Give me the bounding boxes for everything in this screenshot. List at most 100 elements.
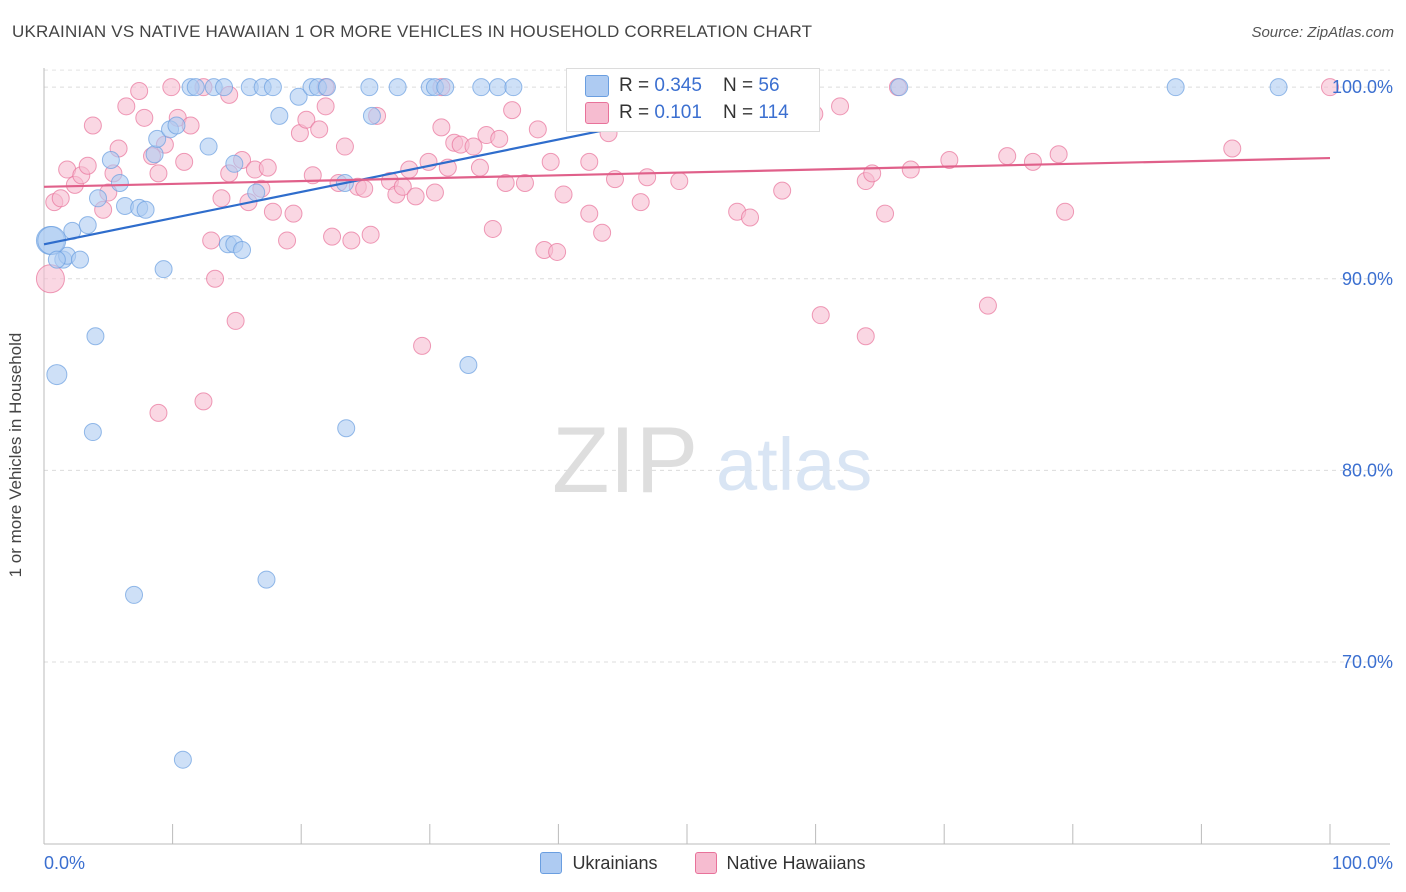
native-hawaiian-point — [876, 204, 895, 223]
native-hawaiian-point — [135, 108, 154, 127]
ukrainian-point — [101, 150, 120, 169]
legend: Ukrainians Native Hawaiians — [0, 852, 1406, 879]
native-hawaiian-point — [297, 110, 316, 129]
native-hawaiian-point — [580, 204, 599, 223]
native-hawaiian-point — [464, 137, 483, 156]
native-hawaiian-point — [130, 81, 149, 100]
axes — [43, 68, 1390, 845]
native-hawaiian-point — [741, 208, 760, 227]
ukrainians-points — [35, 78, 1288, 769]
native-hawaiian-point — [811, 306, 830, 325]
native-hawaiian-point — [35, 264, 65, 294]
native-hawaiian-point — [1223, 139, 1242, 158]
ukrainian-point — [247, 183, 266, 202]
stats-row-ukrainians: R = 0.345 N = 56 — [585, 75, 780, 101]
ukrainian-point — [488, 78, 507, 97]
native-hawaiians-r-value: 0.101 — [654, 102, 702, 124]
ukrainian-point — [337, 419, 356, 438]
native-hawaiian-point — [406, 187, 425, 206]
ukrainian-point — [83, 423, 102, 442]
native-hawaiian-point — [162, 78, 181, 97]
ukrainian-point — [136, 200, 155, 219]
native-hawaiian-point — [940, 150, 959, 169]
native-hawaiian-point — [258, 158, 277, 177]
ukrainian-point — [225, 154, 244, 173]
ukrainian-point — [167, 116, 186, 135]
native-hawaiian-point — [149, 403, 168, 422]
native-hawaiian-point — [335, 137, 354, 156]
ukrainian-point — [436, 78, 455, 97]
ukrainian-point — [145, 145, 164, 164]
native-hawaiian-point — [149, 164, 168, 183]
native-hawaiian-point — [515, 173, 534, 192]
legend-item-ukrainians[interactable]: Ukrainians — [540, 852, 657, 874]
native-hawaiian-point — [413, 336, 432, 355]
ukrainian-point — [154, 260, 173, 279]
y-tick-label: 80.0% — [1342, 460, 1393, 480]
native-hawaiian-point — [323, 227, 342, 246]
native-hawaiian-point — [310, 120, 329, 139]
native-hawaiian-point — [175, 152, 194, 171]
ukrainian-point — [86, 327, 105, 346]
native-hawaiian-point — [580, 152, 599, 171]
native-hawaiian-point — [773, 181, 792, 200]
native-hawaiian-point — [432, 118, 451, 137]
ukrainian-point — [504, 78, 523, 97]
native-hawaiian-point — [342, 231, 361, 250]
ukrainian-point — [46, 364, 68, 386]
ukrainians-swatch — [585, 75, 609, 97]
native-hawaiian-point — [856, 327, 875, 346]
legend-item-native-hawaiians[interactable]: Native Hawaiians — [694, 852, 866, 874]
ukrainian-point — [1166, 78, 1185, 97]
native-hawaiian-point — [1049, 145, 1068, 164]
native-hawaiian-point — [316, 97, 335, 116]
native-hawaiian-point — [554, 185, 573, 204]
native-hawaiian-point — [978, 296, 997, 315]
ukrainian-point — [270, 106, 289, 125]
native-hawaiian-point — [355, 179, 374, 198]
x-tick-label-max: 100.0% — [1332, 853, 1393, 873]
watermark-atlas: atlas — [716, 423, 872, 506]
ukrainian-point — [89, 189, 108, 208]
native-hawaiian-point — [226, 311, 245, 330]
ukrainians-r-value: 0.345 — [654, 75, 702, 97]
native-hawaiian-point — [541, 152, 560, 171]
ukrainian-point — [47, 250, 66, 269]
native-hawaiian-point — [425, 183, 444, 202]
native-hawaiian-point — [901, 160, 920, 179]
native-hawaiian-point — [51, 189, 70, 208]
native-hawaiian-point — [528, 120, 547, 139]
legend-swatch-native-hawaiians — [694, 852, 717, 874]
native-hawaiian-point — [638, 168, 657, 187]
native-hawaiian-point — [303, 166, 322, 185]
watermark-zip: ZIP — [552, 407, 698, 512]
y-tick-label: 70.0% — [1342, 652, 1393, 672]
ukrainian-point — [317, 78, 336, 97]
native-hawaiian-point — [631, 193, 650, 212]
native-hawaiian-point — [284, 204, 303, 223]
native-hawaiian-point — [278, 231, 297, 250]
native-hawaiian-point — [490, 129, 509, 148]
ukrainian-point — [233, 241, 252, 260]
native-hawaiian-point — [263, 202, 282, 221]
native-hawaiian-point — [998, 147, 1017, 166]
native-hawaiian-point — [361, 225, 380, 244]
ukrainian-point — [148, 129, 167, 148]
native-hawaiians-n-value: 114 — [758, 102, 789, 124]
ukrainian-point — [173, 750, 192, 769]
y-tick-label: 100.0% — [1332, 77, 1393, 97]
ukrainian-point — [472, 78, 491, 97]
native-hawaiian-point — [470, 158, 489, 177]
native-hawaiian-point — [503, 101, 522, 120]
ukrainian-point — [215, 78, 234, 97]
chart-title: UKRAINIAN VS NATIVE HAWAIIAN 1 OR MORE V… — [12, 22, 813, 41]
x-tick-label-min: 0.0% — [44, 853, 85, 873]
native-hawaiian-point — [831, 97, 850, 116]
native-hawaiian-point — [496, 173, 515, 192]
ukrainian-point — [125, 585, 144, 604]
ukrainian-point — [263, 78, 282, 97]
native-hawaiian-point — [202, 231, 221, 250]
ukrainian-point — [362, 106, 381, 125]
native-hawaiians-trend-line — [43, 156, 1331, 188]
native-hawaiian-point — [670, 172, 689, 191]
